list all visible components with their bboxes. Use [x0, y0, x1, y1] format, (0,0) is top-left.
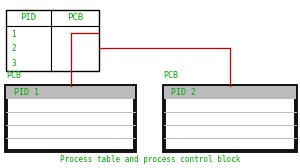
Text: PID 2: PID 2: [171, 88, 196, 97]
Text: 2: 2: [12, 44, 16, 53]
Bar: [6, 10, 99, 71]
Text: PID: PID: [20, 13, 36, 23]
Bar: [164, 86, 296, 99]
Text: 3: 3: [12, 59, 16, 68]
Bar: [6, 86, 135, 151]
Text: PCB: PCB: [6, 71, 21, 80]
Text: 1: 1: [12, 30, 16, 38]
Text: Process table and process control block: Process table and process control block: [60, 155, 240, 164]
Text: PCB: PCB: [67, 13, 83, 23]
Text: PCB: PCB: [164, 71, 178, 80]
Bar: [6, 86, 135, 99]
Text: PID 1: PID 1: [14, 88, 39, 97]
Bar: [164, 86, 296, 151]
